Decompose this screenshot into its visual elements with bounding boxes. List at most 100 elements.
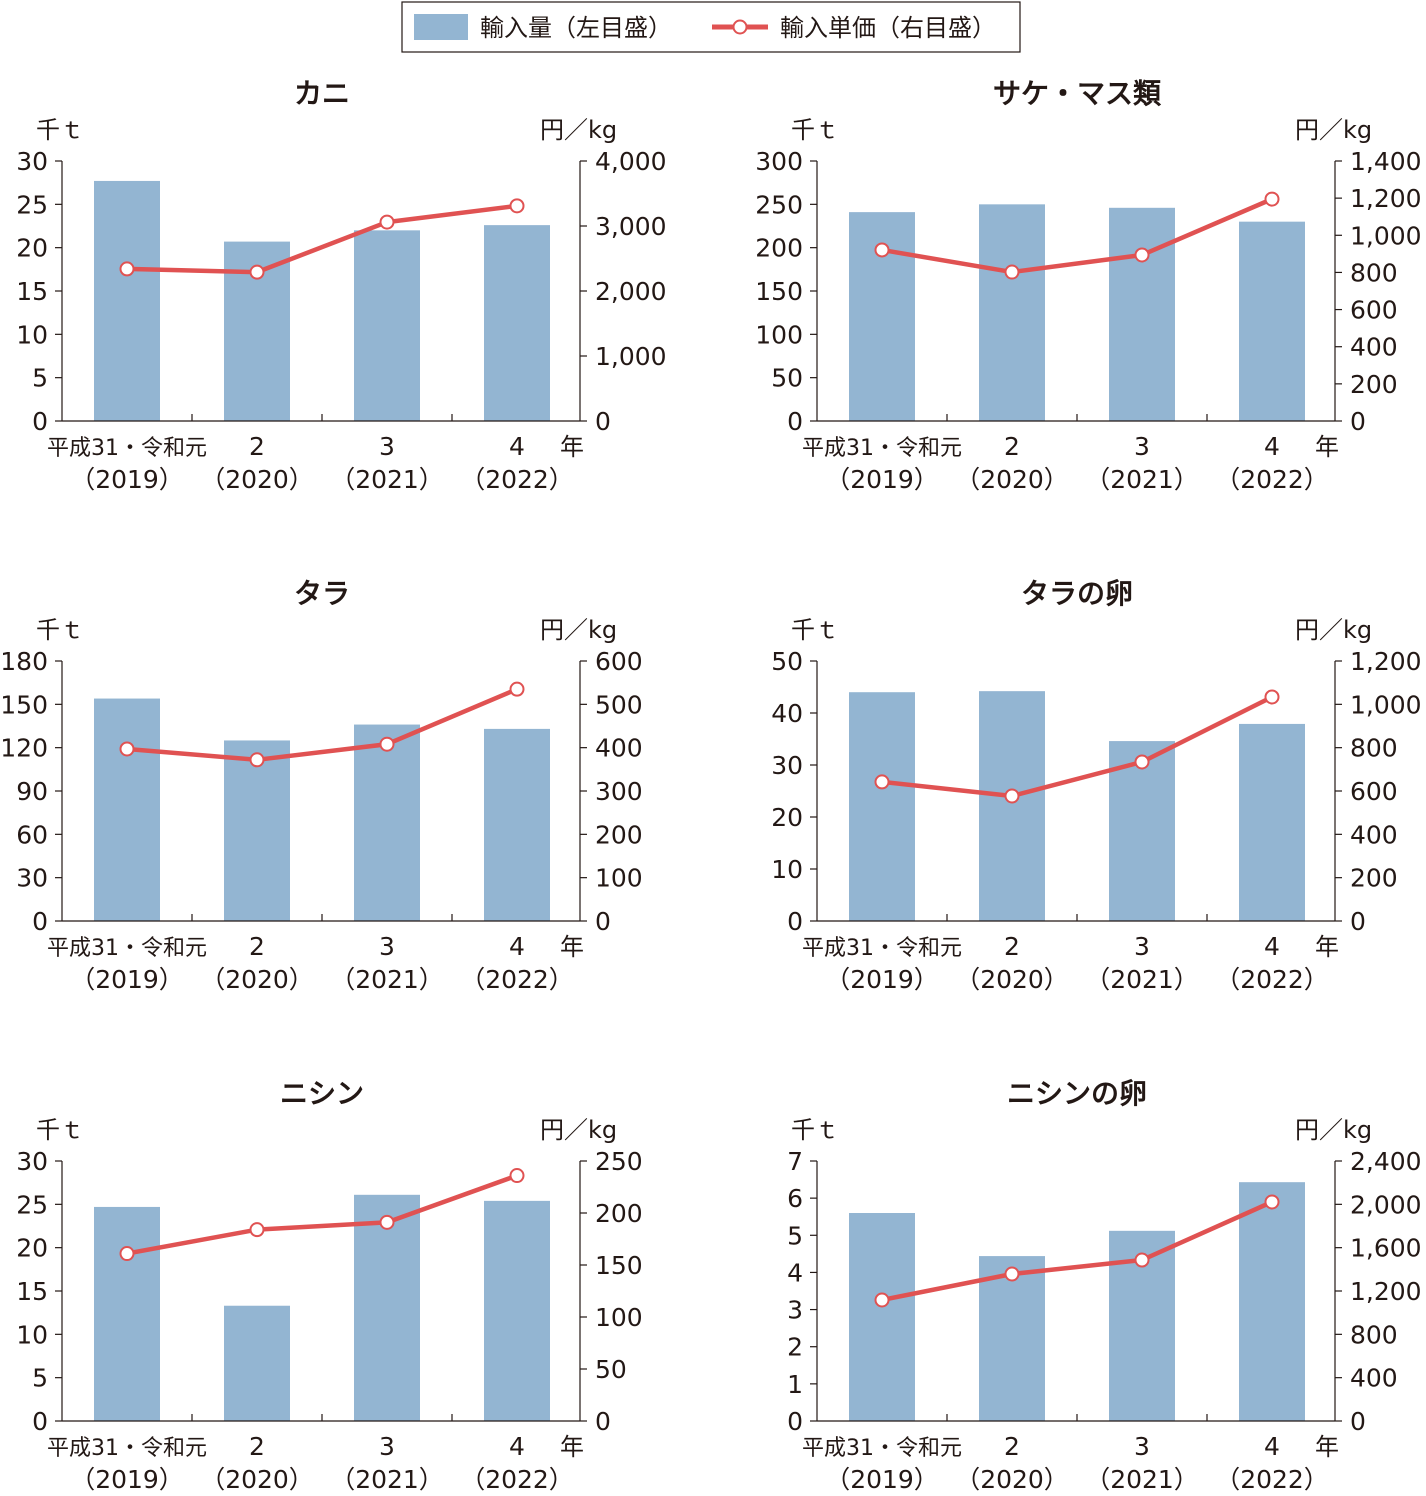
y-tick-label-left: 0 <box>787 407 803 436</box>
y-tick-label-right: 1,000 <box>1350 221 1422 250</box>
y-tick-label-left: 1 <box>787 1370 803 1399</box>
y-tick-label-right: 0 <box>595 1407 611 1436</box>
x-axis-unit: 年 <box>560 1433 584 1461</box>
bar <box>979 691 1045 921</box>
price-point <box>509 681 525 697</box>
x-axis-unit: 年 <box>560 933 584 961</box>
y-tick-label-right: 100 <box>595 1303 643 1332</box>
x-tick-label-year: （2022） <box>460 965 574 994</box>
bar <box>354 230 420 421</box>
x-axis-unit: 年 <box>560 433 584 461</box>
price-point <box>509 1168 525 1184</box>
x-tick-label-year: （2022） <box>460 1465 574 1492</box>
legend-line-label: 輸入単価（右目盛） <box>780 14 996 42</box>
x-tick-label-year: （2020） <box>200 1465 314 1492</box>
bar <box>1239 221 1305 421</box>
x-tick-label-year: （2020） <box>200 965 314 994</box>
x-tick-label-year: （2019） <box>825 965 939 994</box>
y-tick-label-left: 150 <box>755 277 803 306</box>
y-tick-label-right: 2,400 <box>1350 1147 1422 1176</box>
y-tick-label-left: 10 <box>771 855 803 884</box>
bar <box>979 204 1045 421</box>
price-point <box>119 261 135 277</box>
x-tick-label-year: （2020） <box>955 965 1069 994</box>
price-point <box>1134 247 1150 263</box>
y-tick-label-right: 600 <box>1350 296 1398 325</box>
y-tick-label-left: 20 <box>16 234 48 263</box>
x-tick-label-year: （2022） <box>1215 1465 1329 1492</box>
price-point <box>249 1222 265 1238</box>
y-axis-unit-right: 円／kg <box>540 616 617 644</box>
x-tick-label-year: （2022） <box>460 465 574 494</box>
y-axis-unit-left: 千ｔ <box>36 1116 84 1144</box>
x-axis-unit: 年 <box>1315 1433 1339 1461</box>
y-tick-label-left: 40 <box>771 699 803 728</box>
bar <box>1109 207 1175 421</box>
x-tick-label-year: （2022） <box>1215 965 1329 994</box>
y-tick-label-right: 800 <box>1350 1320 1398 1349</box>
price-point <box>874 1292 890 1308</box>
bar <box>849 1213 915 1421</box>
x-tick-label: 2 <box>249 432 265 461</box>
x-tick-label: 3 <box>379 932 395 961</box>
y-tick-label-left: 5 <box>32 364 48 393</box>
y-axis-unit-right: 円／kg <box>540 116 617 144</box>
y-tick-label-right: 200 <box>595 820 643 849</box>
y-tick-label-left: 30 <box>16 1147 48 1176</box>
x-tick-label-year: （2019） <box>70 965 184 994</box>
x-tick-label: 平成31・令和元 <box>802 936 962 961</box>
x-tick-label: 平成31・令和元 <box>802 1436 962 1461</box>
x-tick-label-year: （2022） <box>1215 465 1329 494</box>
y-tick-label-left: 15 <box>16 1277 48 1306</box>
y-tick-label-left: 30 <box>16 147 48 176</box>
y-tick-label-left: 0 <box>32 907 48 936</box>
y-tick-label-left: 10 <box>16 320 48 349</box>
legend-bar-label: 輸入量（左目盛） <box>480 14 672 42</box>
price-point <box>1004 788 1020 804</box>
y-tick-label-left: 7 <box>787 1147 803 1176</box>
y-tick-label-left: 50 <box>771 647 803 676</box>
y-tick-label-right: 800 <box>1350 258 1398 287</box>
x-tick-label: 2 <box>1004 1432 1020 1461</box>
y-tick-label-right: 1,000 <box>1350 690 1422 719</box>
y-axis-unit-left: 千ｔ <box>36 116 84 144</box>
x-tick-label: 2 <box>1004 932 1020 961</box>
y-tick-label-left: 4 <box>787 1258 803 1287</box>
y-tick-label-left: 250 <box>755 190 803 219</box>
y-tick-label-left: 2 <box>787 1333 803 1362</box>
y-tick-label-left: 300 <box>755 147 803 176</box>
y-axis-unit-left: 千ｔ <box>791 616 839 644</box>
price-point <box>1134 754 1150 770</box>
x-tick-label: 3 <box>379 432 395 461</box>
price-point <box>1004 1266 1020 1282</box>
x-tick-label: 3 <box>379 1432 395 1461</box>
x-tick-label: 3 <box>1134 932 1150 961</box>
y-tick-label-right: 400 <box>1350 820 1398 849</box>
y-tick-label-right: 600 <box>1350 777 1398 806</box>
y-axis-unit-right: 円／kg <box>1295 616 1372 644</box>
x-tick-label: 平成31・令和元 <box>47 436 207 461</box>
price-line <box>881 197 1273 275</box>
y-tick-label-left: 20 <box>16 1234 48 1263</box>
y-tick-label-left: 90 <box>16 777 48 806</box>
x-tick-label-year: （2021） <box>1085 965 1199 994</box>
y-axis-unit-left: 千ｔ <box>791 1116 839 1144</box>
y-axis-unit-right: 円／kg <box>1295 1116 1372 1144</box>
chart-title: ニシン <box>280 1077 364 1110</box>
price-point <box>119 1246 135 1262</box>
y-axis-unit-left: 千ｔ <box>36 616 84 644</box>
y-tick-label-left: 25 <box>16 190 48 219</box>
bar <box>979 1256 1045 1421</box>
y-tick-label-left: 180 <box>0 647 48 676</box>
legend: 輸入量（左目盛） 輸入単価（右目盛） <box>401 1 1021 53</box>
y-tick-label-right: 0 <box>1350 407 1366 436</box>
chart-title: タラ <box>294 577 350 610</box>
price-line <box>126 687 518 763</box>
chart-title: カニ <box>294 77 350 110</box>
bar <box>1239 723 1305 921</box>
y-axis-unit-left: 千ｔ <box>791 116 839 144</box>
y-tick-label-left: 0 <box>32 1407 48 1436</box>
